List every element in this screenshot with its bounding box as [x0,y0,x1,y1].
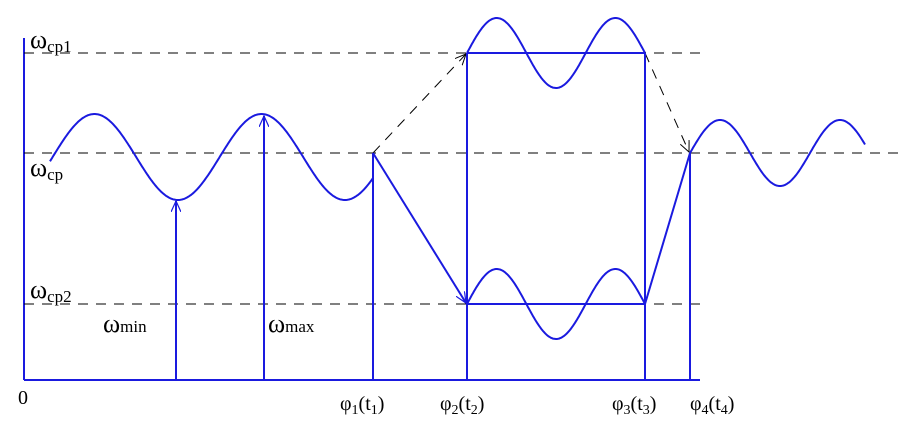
wave [466,268,646,340]
label-cp1: ωcp1 [30,25,72,56]
origin-label: 0 [18,387,28,409]
time-label-part: (t [359,393,372,415]
transition-arrow [372,152,467,303]
waves [49,17,866,340]
time-label-part: ) [478,393,485,415]
dashed-arrow [372,54,466,154]
dashed-levels [24,52,905,305]
time-label-part: φ [340,393,352,415]
time-label-part: ) [378,393,385,415]
time-label-part: ) [728,393,735,415]
wave [49,113,374,201]
time-label-part: 2 [471,403,478,418]
time-label-part: ) [650,393,657,415]
labels: ωcp1 ωcp ωcp2 ωmin ωmax 0 [18,25,315,409]
time-label: φ1(t1) [340,393,384,418]
time-labels: φ1(t1) φ2(t2) φ3(t3) φ4(t4) [340,393,734,418]
label-cp2: ωcp2 [30,275,72,306]
time-label-part: 1 [371,403,378,418]
time-label-part: 4 [702,403,709,418]
axes [23,38,700,381]
time-label-part: (t [459,393,472,415]
transition [644,152,691,305]
time-label-part: 1 [352,403,359,418]
time-label: φ3(t3) [612,393,656,418]
time-label-part: φ [440,393,452,415]
wave [689,119,866,187]
label-max: ωmax [268,309,315,338]
time-label-part: φ [612,393,624,415]
wave [466,17,646,89]
time-label-part: 2 [452,403,459,418]
time-label-part: (t [709,393,722,415]
label-min: ωmin [103,309,147,338]
time-label-part: 4 [721,403,728,418]
time-label-part: 3 [643,403,650,418]
time-label-part: 3 [624,403,631,418]
lines [176,52,691,380]
time-label: φ4(t4) [690,393,734,418]
label-cp: ωcp [30,153,63,184]
time-label: φ2(t2) [440,393,484,418]
time-label-part: (t [631,393,644,415]
time-label-part: φ [690,393,702,415]
dashed-arrow [644,52,689,152]
